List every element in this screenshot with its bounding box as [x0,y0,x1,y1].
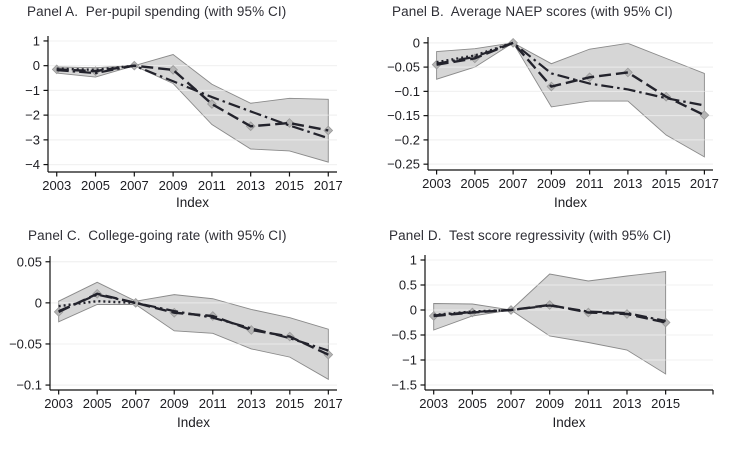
y-tick-label: −2 [25,108,40,123]
panel-a: Panel A. Per-pupil spending (with 95% CI… [0,0,375,225]
x-tick-label: 2011 [199,396,227,411]
y-tick-label: −0.5 [391,328,417,343]
x-tick-label: 2011 [198,178,226,193]
x-tick-label: 2013 [237,396,266,411]
ci-band [56,54,329,163]
y-tick-label: 0 [413,35,420,50]
x-tick-label: 2007 [121,396,150,411]
y-tick-label: −0.2 [394,132,420,147]
y-tick-label: −1 [25,83,40,98]
x-tick-label: 2015 [651,396,680,411]
panel-a-title: Panel A. Per-pupil spending (with 95% CI… [27,4,287,19]
diamond-marker [508,37,518,48]
panel-b: Panel B. Average NAEP scores (with 95% C… [375,0,749,225]
y-tick-label: −4 [25,157,40,172]
series-line-pre-trend-fit [436,41,514,64]
series-line-alternative-estimator [56,64,329,140]
panel-d-xaxis-label: Index [552,415,586,430]
x-tick-label: 2003 [42,178,71,193]
panel-d-title: Panel D. Test score regressivity (with 9… [389,228,672,243]
series-line-point-estimate [436,41,705,117]
x-tick-label: 2015 [652,176,681,191]
x-tick-label: 2009 [537,176,566,191]
panel-a-xaxis-label: Index [175,195,210,210]
y-tick-label: 1 [410,253,417,268]
x-tick-label: 2011 [576,176,604,191]
y-tick-label: −0.05 [387,60,420,75]
x-tick-label: 2003 [422,176,451,191]
panel-d: Panel D. Test score regressivity (with 9… [375,225,749,449]
x-tick-label: 2017 [314,396,343,411]
x-tick-label: 2009 [160,396,189,411]
x-tick-label: 2013 [613,396,642,411]
series-line-point-estimate [433,303,666,324]
x-tick-label: 2013 [236,178,265,193]
series-line-point-estimate [58,292,329,356]
diamond-marker [323,125,334,136]
y-tick-label: 0 [33,58,40,73]
y-tick-label: −0.05 [9,336,42,351]
panel-c-xaxis-label: Index [176,415,211,430]
y-tick-label: −0.25 [387,157,420,172]
diamond-marker [168,65,178,75]
y-tick-label: −3 [25,132,40,147]
panel-b-xaxis-label: Index [553,195,588,210]
panel-b-title: Panel B. Average NAEP scores (with 95% C… [392,4,673,19]
y-tick-label: 0.5 [399,278,417,293]
x-tick-label: 2005 [460,176,489,191]
panel-c: Panel C. College-going rate (with 95% CI… [0,225,375,449]
ci-band [433,270,667,375]
x-tick-label: 2009 [159,178,188,193]
panel-c-title: Panel C. College-going rate (with 95% CI… [28,228,287,243]
y-tick-label: −1.5 [391,378,417,393]
x-tick-label: 2015 [275,396,304,411]
x-tick-label: 2017 [314,178,343,193]
y-tick-label: 0.05 [17,254,42,269]
x-tick-label: 2003 [44,396,73,411]
diamond-marker [623,67,633,78]
x-tick-label: 2009 [535,396,564,411]
x-tick-label: 2007 [120,178,149,193]
x-tick-label: 2005 [81,178,110,193]
x-tick-label: 2005 [458,396,487,411]
x-tick-label: 2007 [499,176,528,191]
x-tick-label: 2015 [275,178,304,193]
y-tick-label: −0.15 [387,108,420,123]
y-tick-label: −0.1 [16,378,42,393]
x-tick-label: 2005 [83,396,112,411]
x-tick-label: 2017 [690,176,719,191]
x-tick-label: 2011 [574,396,602,411]
y-tick-label: −1 [402,353,417,368]
x-tick-label: 2003 [419,396,448,411]
ci-band [58,281,329,381]
y-tick-label: 0 [410,303,417,318]
x-tick-label: 2007 [497,396,526,411]
y-tick-label: 0 [35,295,42,310]
y-tick-label: 1 [33,33,40,48]
ci-band [436,42,705,158]
y-tick-label: −0.1 [394,84,420,99]
x-tick-label: 2013 [613,176,642,191]
diamond-marker [207,99,217,109]
